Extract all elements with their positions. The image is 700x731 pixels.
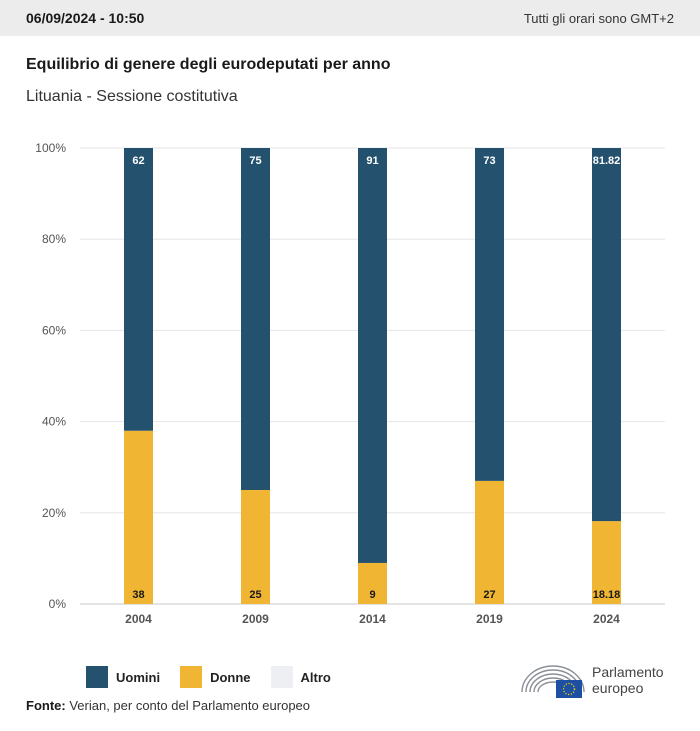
legend-item-uomini[interactable]: Uomini: [86, 666, 160, 688]
data-label-donne: 25: [249, 589, 261, 601]
logo-line-1: Parlamento: [592, 664, 664, 680]
data-label-uomini: 81.82: [593, 155, 621, 167]
data-label-donne: 9: [369, 589, 375, 601]
legend-label-donne: Donne: [210, 669, 251, 685]
y-tick-label: 0%: [49, 597, 67, 611]
stacked-bar-chart: 0% 20% 40% 60% 80% 100% 2004 2009 2014 2019 2024 62…: [35, 141, 665, 626]
chart-title: Equilibrio di genere degli eurodeputati …: [26, 56, 391, 73]
bar-segment: [592, 148, 621, 522]
data-label-uomini: 73: [483, 155, 495, 167]
european-parliament-hemicycle-icon: [521, 665, 585, 698]
legend-swatch-uomini: [86, 666, 108, 688]
data-label-uomini: 75: [249, 155, 261, 167]
logo-line-2: europeo: [592, 680, 644, 696]
x-tick-label: 2014: [359, 612, 386, 626]
timezone-note: Tutti gli orari sono GMT+2: [523, 10, 674, 26]
legend-label-altro: Altro: [300, 669, 331, 685]
y-tick-label: 40%: [42, 415, 66, 429]
legend-swatch-altro: [270, 666, 293, 688]
data-label-uomini: 91: [366, 155, 378, 167]
legend-item-donne[interactable]: Donne: [180, 666, 251, 688]
x-tick-label: 2024: [593, 612, 620, 626]
chart-subtitle: Lituania - Sessione costitutiva: [26, 88, 238, 105]
data-label-donne: 18.18: [593, 589, 621, 601]
bar-segment: [124, 148, 153, 431]
x-tick-label: 2019: [476, 612, 503, 626]
parliament-logo: Parlamento europeo: [520, 660, 664, 700]
y-tick-label: 60%: [42, 323, 66, 337]
data-label-uomini: 62: [132, 155, 144, 167]
chart-legend: Uomini Donne Altro: [86, 666, 351, 688]
data-label-donne: 38: [132, 589, 144, 601]
bar-segment: [475, 480, 504, 604]
source-prefix: Fonte:: [26, 698, 66, 713]
legend-label-uomini: Uomini: [116, 669, 161, 685]
source-note: Fonte: Verian, per conto del Parlamento …: [26, 698, 310, 713]
x-tick-label: 2009: [242, 612, 269, 626]
top-bar: 06/09/2024 - 10:50 Tutti gli orari sono …: [0, 0, 700, 36]
y-tick-label: 80%: [42, 232, 66, 246]
bar-segment: [358, 562, 387, 604]
bar-segment: [241, 148, 270, 490]
data-label-donne: 27: [483, 589, 495, 601]
datetime-label: 06/09/2024 - 10:50: [26, 10, 145, 26]
y-tick-label: 20%: [42, 506, 66, 520]
bar-segment: [241, 490, 270, 604]
bar-segment: [358, 148, 387, 563]
bar-segment: [592, 521, 621, 604]
legend-swatch-donne: [180, 666, 203, 688]
source-text: Verian, per conto del Parlamento europeo: [69, 698, 311, 713]
x-tick-label: 2004: [125, 612, 152, 626]
legend-item-altro[interactable]: Altro: [270, 666, 331, 688]
y-tick-label: 100%: [35, 141, 66, 155]
bar-segment: [124, 430, 153, 604]
bar-segment: [475, 148, 504, 481]
